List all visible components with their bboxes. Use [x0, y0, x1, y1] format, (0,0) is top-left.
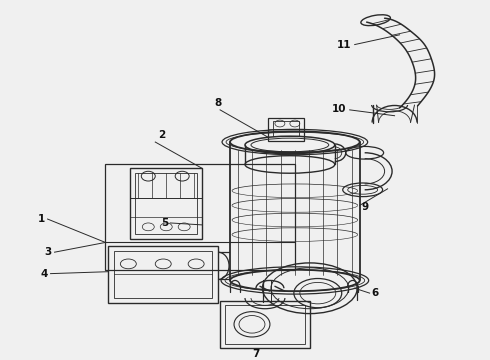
Text: 11: 11	[337, 40, 352, 50]
Text: 2: 2	[158, 130, 166, 140]
Text: 8: 8	[215, 98, 221, 108]
Text: 5: 5	[161, 218, 168, 228]
Bar	[225, 305, 305, 344]
Text: 4: 4	[40, 269, 48, 279]
Bar	[273, 121, 299, 136]
Bar	[268, 118, 304, 141]
Bar	[108, 246, 218, 303]
Text: 7: 7	[252, 349, 260, 359]
Bar	[105, 165, 295, 270]
Text: 1: 1	[37, 214, 45, 224]
Text: 10: 10	[332, 104, 347, 114]
Bar	[130, 168, 202, 239]
Bar	[220, 301, 310, 348]
Text: 6: 6	[371, 288, 379, 298]
Bar	[135, 173, 197, 234]
Text: 9: 9	[362, 202, 369, 212]
Bar	[114, 251, 212, 298]
Text: 3: 3	[44, 247, 51, 257]
